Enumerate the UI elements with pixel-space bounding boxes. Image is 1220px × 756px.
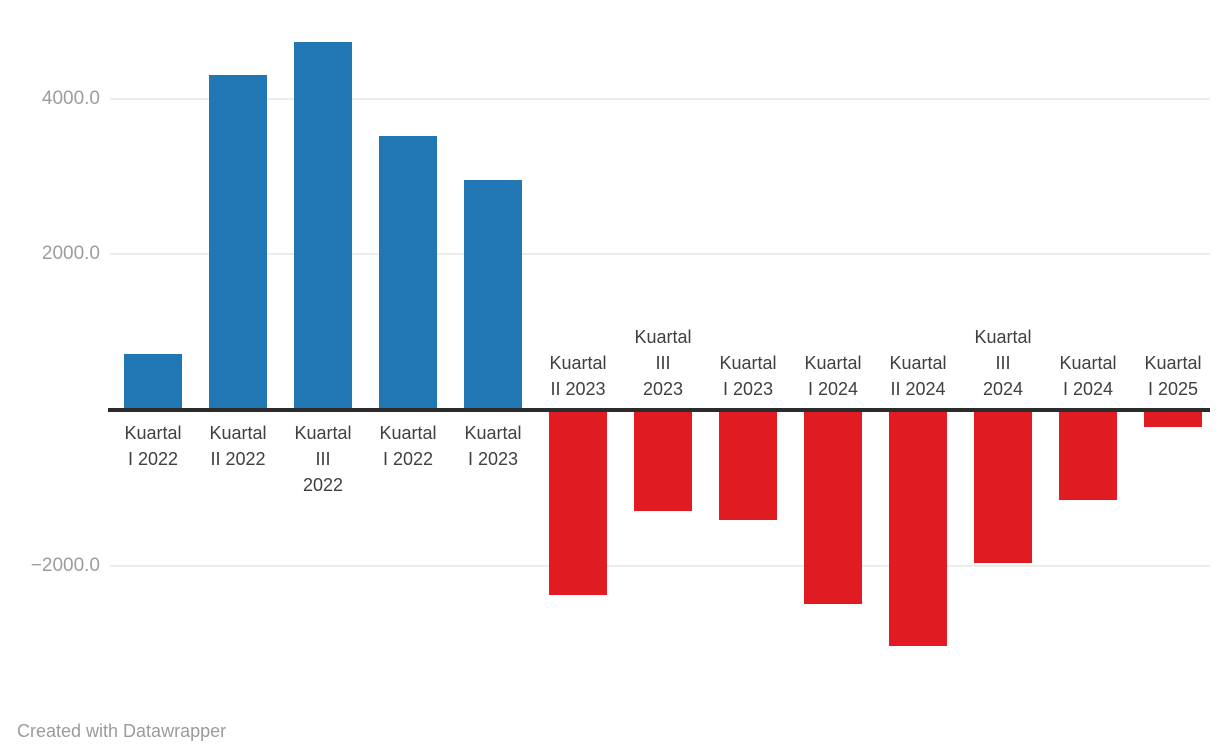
bar-label: Kuartal III 2022	[273, 420, 373, 498]
bar-label: Kuartal I 2023	[698, 350, 798, 402]
bar-label-line: Kuartal	[294, 423, 352, 443]
bar	[1144, 412, 1202, 427]
bar-label-line: Kuartal	[379, 423, 437, 443]
bar-label-line: Kuartal	[719, 353, 777, 373]
bar-label-line: II 2022	[210, 449, 266, 469]
bar-label: Kuartal II 2023	[528, 350, 628, 402]
bar-label-line: 2024	[982, 379, 1024, 399]
bar-label-line: Kuartal	[124, 423, 182, 443]
bar	[379, 136, 437, 408]
bar-label-line: Kuartal	[1059, 353, 1117, 373]
bar-label: Kuartal II 2024	[868, 350, 968, 402]
gridline	[110, 253, 1210, 255]
gridline	[110, 565, 1210, 567]
bar-label-line: Kuartal	[804, 353, 862, 373]
y-axis-tick-label: 2000.0	[41, 243, 100, 264]
bar	[124, 354, 182, 408]
bar	[1059, 412, 1117, 500]
bar	[634, 412, 692, 511]
bar-label-line: Kuartal	[549, 353, 607, 373]
bar-label-line: Kuartal	[974, 327, 1032, 347]
bar-label-line: I 2024	[1062, 379, 1114, 399]
bar-label-line: II 2024	[890, 379, 946, 399]
bar-label: Kuartal I 2022	[103, 420, 203, 472]
bar-label: Kuartal I 2024	[783, 350, 883, 402]
bar-label: Kuartal III 2024	[953, 324, 1053, 402]
bar-label-line: I 2024	[807, 379, 859, 399]
bar	[209, 75, 267, 408]
bar-label-line: 2023	[642, 379, 684, 399]
bar-label: Kuartal I 2022	[358, 420, 458, 472]
bar-label-line: Kuartal	[1144, 353, 1202, 373]
bar	[549, 412, 607, 595]
bar-label: Kuartal I 2023	[443, 420, 543, 472]
bar	[294, 42, 352, 408]
bar-label: Kuartal II 2022	[188, 420, 288, 472]
bar	[889, 412, 947, 646]
bar-label-line: I 2022	[127, 449, 179, 469]
bar	[804, 412, 862, 604]
x-axis-line	[108, 408, 1210, 412]
bar-label-line: Kuartal	[464, 423, 522, 443]
bar-label-line: I 2023	[722, 379, 774, 399]
bar-label: Kuartal I 2024	[1038, 350, 1138, 402]
bar	[464, 180, 522, 408]
bar-label-line: III	[315, 449, 331, 469]
bar	[974, 412, 1032, 563]
bar	[719, 412, 777, 520]
bar-label-line: Kuartal	[634, 327, 692, 347]
bar-label: Kuartal I 2025	[1123, 350, 1220, 402]
bar-label-line: I 2022	[382, 449, 434, 469]
bar-label: Kuartal III 2023	[613, 324, 713, 402]
bar-label-line: III	[655, 353, 671, 373]
bar-label-line: II 2023	[550, 379, 606, 399]
bar-label-line: I 2025	[1147, 379, 1199, 399]
datawrapper-credit: Created with Datawrapper	[17, 721, 227, 741]
bar-label-line: 2022	[302, 475, 344, 495]
gridline	[110, 98, 1210, 100]
bar-label-line: Kuartal	[209, 423, 267, 443]
y-axis-tick-label: 4000.0	[41, 88, 100, 109]
bar-label-line: I 2023	[467, 449, 519, 469]
y-axis-tick-label: −2000.0	[30, 555, 100, 576]
bar-label-line: Kuartal	[889, 353, 947, 373]
bar-label-line: III	[995, 353, 1011, 373]
